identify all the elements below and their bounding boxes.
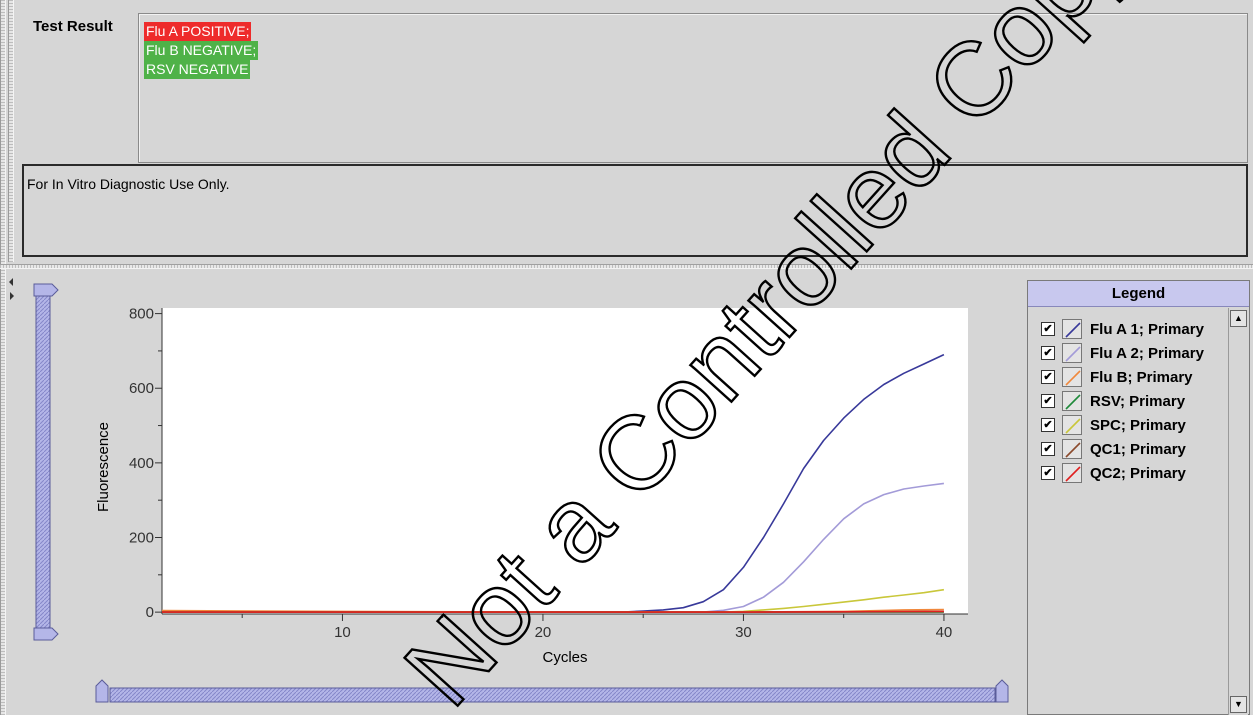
x-axis-label: Cycles	[542, 649, 587, 666]
y-tick-label: 200	[129, 530, 154, 547]
legend-item: ✔ Flu A 1; Primary	[1041, 318, 1204, 340]
y-slider-bottom-handle[interactable]	[33, 627, 59, 641]
x-zoom-slider[interactable]	[95, 679, 1009, 703]
legend-checkbox[interactable]: ✔	[1041, 322, 1055, 336]
legend-item: ✔ QC2; Primary	[1041, 462, 1186, 484]
y-zoom-slider[interactable]	[33, 283, 59, 641]
test-result-label: Test Result	[33, 18, 113, 35]
legend-swatch[interactable]	[1062, 367, 1082, 387]
left-frame-grip-inner	[8, 0, 14, 262]
y-tick-label: 600	[129, 380, 154, 397]
legend-scrollbar[interactable]: ▲ ▼	[1228, 308, 1248, 715]
notice-text: For In Vitro Diagnostic Use Only.	[27, 176, 230, 192]
y-axis: 0 200 400 600 800	[129, 306, 163, 621]
legend-swatch[interactable]	[1062, 391, 1082, 411]
result-line-rsv: RSV NEGATIVE	[144, 60, 251, 79]
panel-splitter[interactable]	[0, 264, 1253, 269]
x-axis: 10 20 30 40	[162, 613, 968, 641]
legend-checkbox[interactable]: ✔	[1041, 442, 1055, 456]
plot-area	[162, 308, 968, 614]
legend-checkbox[interactable]: ✔	[1041, 370, 1055, 384]
scroll-up-arrow-icon[interactable]: ▲	[1230, 310, 1247, 327]
legend-panel: Legend ✔ Flu A 1; Primary ✔ Flu A 2; Primar…	[1027, 280, 1250, 715]
legend-checkbox[interactable]: ✔	[1041, 394, 1055, 408]
y-axis-label: Fluorescence	[95, 422, 112, 512]
chart-panel: 0 200 400 600 800 10 20 30 40 Cycles Fluorescen…	[0, 272, 1253, 715]
x-tick-label: 20	[535, 624, 552, 641]
legend-item: ✔ SPC; Primary	[1041, 414, 1186, 436]
legend-item: ✔ QC1; Primary	[1041, 438, 1186, 460]
legend-swatch[interactable]	[1062, 463, 1082, 483]
legend-label: Flu A 1; Primary	[1090, 320, 1204, 338]
legend-item: ✔ Flu B; Primary	[1041, 366, 1193, 388]
legend-label: QC2; Primary	[1090, 464, 1186, 482]
legend-swatch[interactable]	[1062, 319, 1082, 339]
result-line-flu-a: Flu A POSITIVE;	[144, 22, 252, 41]
x-slider-right-handle[interactable]	[995, 679, 1009, 703]
y-slider-top-handle[interactable]	[33, 283, 59, 297]
legend-swatch[interactable]	[1062, 343, 1082, 363]
legend-label: SPC; Primary	[1090, 416, 1186, 434]
legend-item: ✔ Flu A 2; Primary	[1041, 342, 1204, 364]
legend-swatch[interactable]	[1062, 415, 1082, 435]
legend-swatch[interactable]	[1062, 439, 1082, 459]
y-tick-label: 800	[129, 306, 154, 323]
x-tick-label: 30	[735, 624, 752, 641]
notice-box: For In Vitro Diagnostic Use Only.	[22, 164, 1248, 257]
legend-checkbox[interactable]: ✔	[1041, 418, 1055, 432]
series-group	[161, 353, 945, 613]
chart-area: 0 200 400 600 800 10 20 30 40 Cycles Fluorescen…	[9, 278, 1009, 703]
legend-item: ✔ RSV; Primary	[1041, 390, 1185, 412]
collapse-left-icon[interactable]	[9, 278, 13, 286]
scroll-down-arrow-icon[interactable]: ▼	[1230, 696, 1247, 713]
test-result-box: Flu A POSITIVE; Flu B NEGATIVE; RSV NEGA…	[138, 13, 1248, 163]
legend-label: RSV; Primary	[1090, 392, 1186, 410]
x-slider-left-handle[interactable]	[95, 679, 109, 703]
y-tick-label: 400	[129, 455, 154, 472]
legend-label: Flu B; Primary	[1090, 368, 1193, 386]
x-tick-label: 10	[334, 624, 351, 641]
legend-header[interactable]: Legend	[1028, 281, 1249, 307]
left-frame-grip	[0, 0, 6, 715]
collapse-right-icon[interactable]	[10, 292, 14, 300]
result-line-flu-b: Flu B NEGATIVE;	[144, 41, 259, 60]
legend-label: QC1; Primary	[1090, 440, 1186, 458]
series-line-6	[162, 610, 944, 613]
legend-checkbox[interactable]: ✔	[1041, 346, 1055, 360]
y-tick-label: 0	[146, 604, 154, 621]
legend-label: Flu A 2; Primary	[1090, 344, 1204, 362]
test-result-panel: Test Result Flu A POSITIVE; Flu B NEGATI…	[20, 8, 1250, 260]
x-tick-label: 40	[936, 624, 953, 641]
legend-checkbox[interactable]: ✔	[1041, 466, 1055, 480]
